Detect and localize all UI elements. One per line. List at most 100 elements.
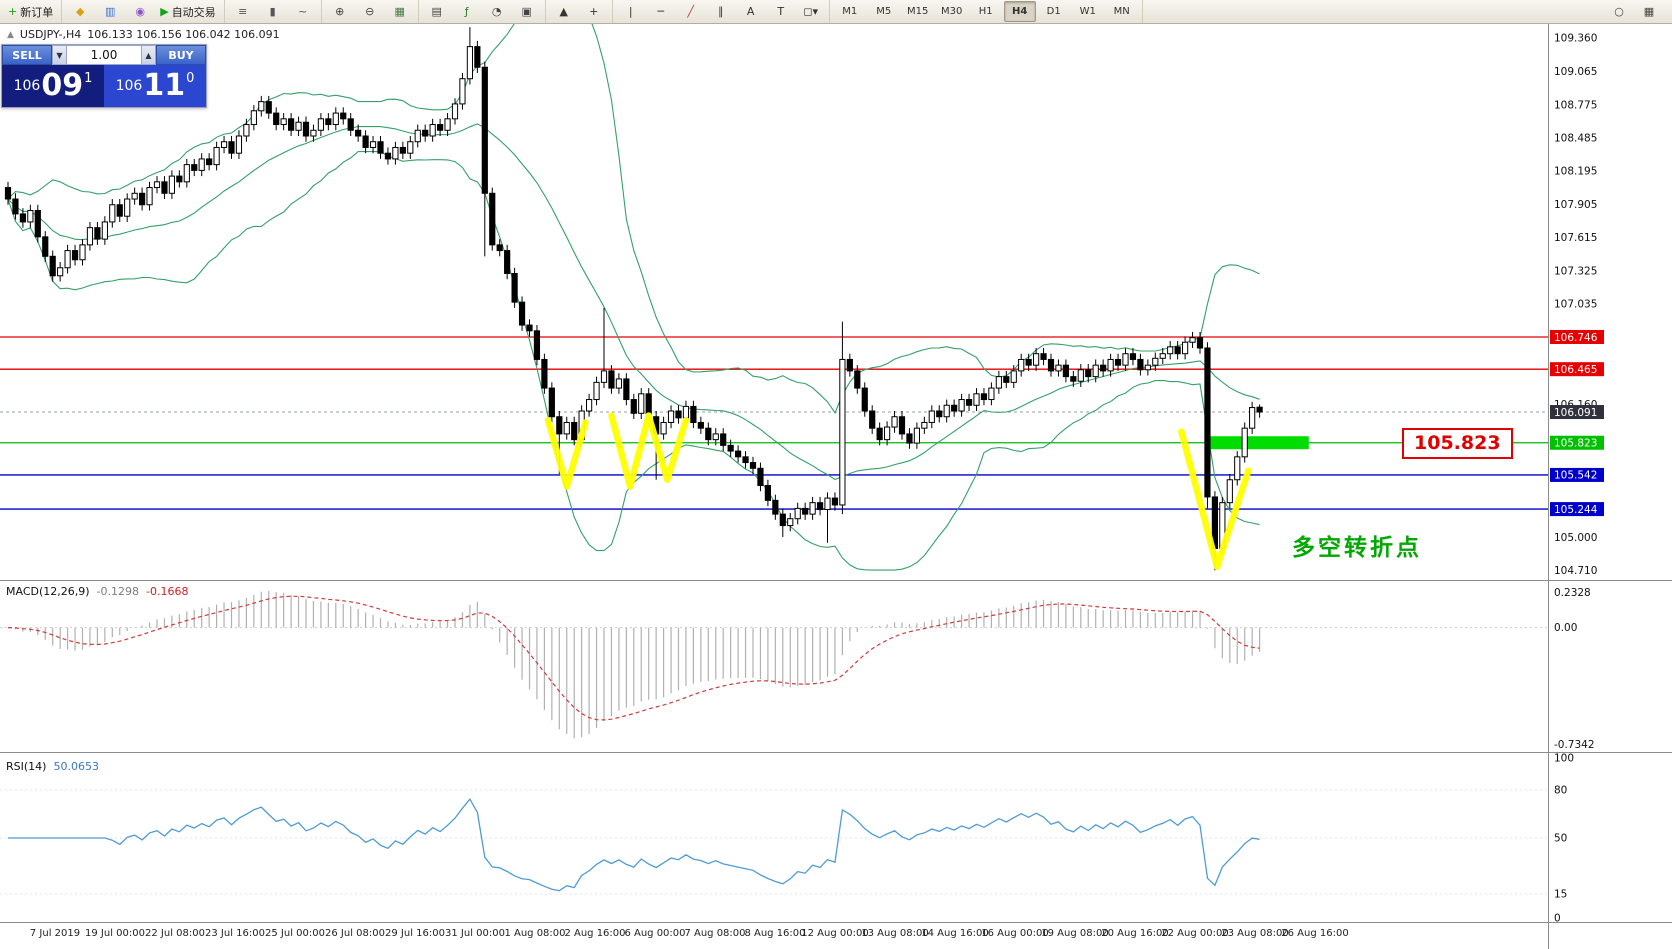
time-axis-label: 25 Jul 00:00	[265, 928, 325, 939]
crosshair-icon: +	[589, 5, 599, 18]
new-order-button[interactable]: + 新订单	[4, 1, 57, 22]
yellow-mark-drawing[interactable]	[645, 412, 690, 483]
macd-axis-label: -0.7342	[1554, 739, 1595, 751]
axis-price-label: 109.065	[1554, 66, 1597, 78]
timeframe-m5-button[interactable]: M5	[876, 6, 892, 17]
one-click-trading-panel: SELL ▼ 1.00 ▲ BUY 106 09 1 106 11 0	[1, 44, 207, 108]
timeframe-m30-button[interactable]: M30	[941, 6, 963, 17]
crosshair-icon[interactable]: +	[580, 1, 608, 22]
grid-icon[interactable]: ▦	[386, 1, 414, 22]
ask-price-box[interactable]: 106 11 0	[104, 65, 206, 107]
highlight-rectangle-drawing[interactable]	[1209, 436, 1309, 450]
time-axis-label: 7 Jul 2019	[30, 928, 80, 939]
macd-histogram	[14, 591, 1261, 739]
bollinger-upper-band	[7, 0, 1260, 414]
indicators-icon: ƒ	[464, 5, 469, 18]
turning-point-annotation[interactable]: 多空转折点	[1292, 535, 1422, 561]
support-price-flag[interactable]: 105.823	[1402, 428, 1513, 459]
price-axis[interactable]: 109.360 109.065 108.775 108.485 108.195 107.9…	[1550, 32, 1604, 577]
timeframe-h4-button[interactable]: H4	[1003, 1, 1036, 22]
toolbar-group: ≡ ▮ ~	[225, 0, 322, 23]
navigator-icon[interactable]: ◉	[126, 1, 154, 22]
ask-big-digits: 11	[143, 68, 186, 103]
macd-panel: 0.2328 0.00 -0.7342	[0, 587, 1595, 751]
indicators-icon[interactable]: ƒ	[453, 1, 481, 22]
label-icon[interactable]: T	[767, 1, 795, 22]
axis-price-label: 108.485	[1554, 133, 1597, 145]
timeframe-mn-button[interactable]: MN	[1113, 6, 1130, 17]
zoom-in-icon[interactable]: ⊕	[326, 1, 354, 22]
search-icon: ○	[1614, 5, 1624, 18]
bar-chart-icon[interactable]: ≡	[229, 1, 257, 22]
vertical-line-icon[interactable]: |	[617, 1, 645, 22]
yellow-mark-drawing[interactable]	[544, 416, 589, 490]
trade-panel-price-row: 106 09 1 106 11 0	[2, 65, 206, 107]
timeframe-m1-button[interactable]: M1	[842, 6, 858, 17]
axis-price-label: 106.091	[1554, 407, 1597, 419]
macd-name: MACD(12,26,9)	[6, 585, 90, 598]
horizontal-line-icon: ─	[657, 5, 664, 18]
horizontal-line-icon[interactable]: ─	[647, 1, 675, 22]
timeframe-toolbar: M1 M5 M15 M30 H1 H4 D1 W1 MN	[830, 0, 1143, 23]
channel-icon[interactable]: ∥	[707, 1, 735, 22]
period-icon[interactable]: ◔	[483, 1, 511, 22]
rsi-name: RSI(14)	[6, 760, 47, 773]
bid-big-digits: 09	[41, 68, 84, 103]
axis-price-label-box	[1550, 467, 1604, 482]
rsi-line	[8, 797, 1260, 892]
main-toolbar: + 新订单 ◆ ▥ ◉ ▶ 自动交易 ≡ ▮ ~ ⊕ ⊖ ▦ ▤ ƒ ◔ ▣ ▲ + | ─ ╱ ∥ A T ◻▾ M1 M5 M15 M…	[0, 0, 1672, 24]
search-icon[interactable]: ○	[1605, 1, 1633, 22]
yellow-mark-drawing[interactable]	[608, 412, 652, 490]
time-axis-label: 14 Aug 16:00	[921, 928, 988, 939]
horizontal-line-drawings[interactable]	[0, 336, 1548, 510]
vertical-line-icon: |	[628, 5, 633, 18]
label-icon: T	[777, 5, 785, 18]
autotrading-button[interactable]: ▶ 自动交易	[156, 1, 219, 22]
time-axis-label: 2 Aug 16:00	[564, 928, 625, 939]
time-axis-label: 22 Jul 08:00	[145, 928, 205, 939]
timeframe-w1-button[interactable]: W1	[1079, 6, 1096, 17]
bollinger-lower-band	[7, 151, 1260, 571]
shapes-icon[interactable]: ◻▾	[797, 1, 825, 22]
sell-button[interactable]: SELL	[2, 45, 52, 65]
time-axis-label: 29 Jul 16:00	[385, 928, 445, 939]
macd-signal-value: -0.1668	[146, 585, 189, 598]
cursor-icon[interactable]: ▲	[550, 1, 578, 22]
macd-indicator-label: MACD(12,26,9) -0.1298 -0.1668	[6, 585, 188, 598]
yellow-mark-drawing[interactable]	[1178, 428, 1252, 571]
volume-dropdown-icon[interactable]: ▼	[52, 45, 67, 65]
buy-button[interactable]: BUY	[156, 45, 206, 65]
zoom-out-icon[interactable]: ⊖	[356, 1, 384, 22]
timeframe-m15-button[interactable]: M15	[907, 6, 929, 17]
template-icon: ▣	[521, 5, 532, 18]
time-axis-label: 26 Aug 16:00	[1281, 928, 1348, 939]
axis-price-label: 105.542	[1554, 470, 1597, 482]
axis-price-label: 108.195	[1554, 166, 1597, 178]
rsi-axis-label: 15	[1554, 889, 1567, 901]
bid-price-box[interactable]: 106 09 1	[2, 65, 104, 107]
marketwatch-icon: ◆	[75, 5, 85, 18]
data-window-icon[interactable]: ▥	[96, 1, 124, 22]
yellow-mark-drawings[interactable]	[544, 412, 1252, 571]
ask-prefix: 106	[115, 78, 143, 94]
template-icon[interactable]: ▣	[513, 1, 541, 22]
timeframe-h1-button[interactable]: H1	[978, 6, 993, 17]
bid-prefix: 106	[13, 78, 41, 94]
trendline-icon[interactable]: ╱	[677, 1, 705, 22]
text-icon: A	[746, 5, 755, 18]
time-axis-label: 13 Aug 08:00	[861, 928, 928, 939]
line-chart-icon[interactable]: ~	[289, 1, 317, 22]
layout-icon[interactable]: ▦	[1635, 1, 1663, 22]
text-icon[interactable]: A	[737, 1, 765, 22]
tile-windows-icon[interactable]: ▤	[423, 1, 451, 22]
candlestick-chart-icon[interactable]: ▮	[259, 1, 287, 22]
marketwatch-icon[interactable]: ◆	[66, 1, 94, 22]
volume-input[interactable]: 1.00	[67, 45, 141, 65]
volume-up-icon[interactable]: ▲	[141, 45, 156, 65]
timeframe-d1-button[interactable]: D1	[1046, 6, 1061, 17]
time-axis[interactable]: 7 Jul 2019 19 Jul 00:00 22 Jul 08:00 23 Jul…	[30, 928, 1349, 939]
axis-price-label-box	[1550, 435, 1604, 450]
rsi-axis-label: 80	[1554, 785, 1567, 797]
rsi-axis-label: 0	[1554, 913, 1561, 925]
